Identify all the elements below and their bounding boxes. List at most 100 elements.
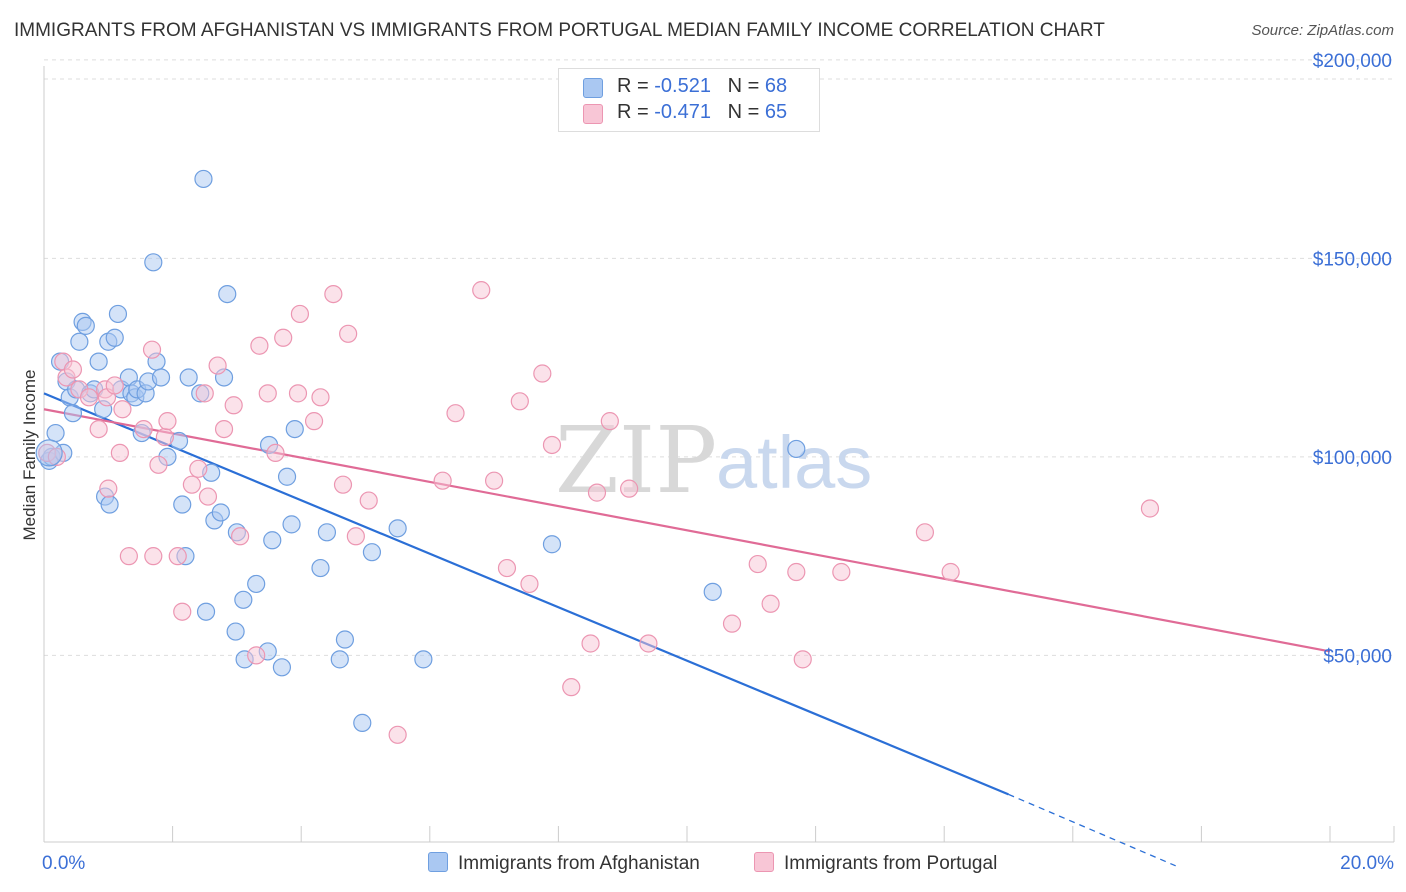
data-point <box>89 419 108 439</box>
data-point <box>414 650 433 669</box>
watermark-zip: ZIP <box>555 407 717 514</box>
chart-source: Source: ZipAtlas.com <box>1251 22 1394 39</box>
axis-labels: $50,000 $100,000 $150,000 $200,000 0.0% 20.0%… <box>20 51 1394 874</box>
data-point <box>285 419 304 439</box>
data-point <box>198 487 218 506</box>
data-point <box>497 558 517 578</box>
afghanistan-legend-swatch <box>428 852 448 872</box>
data-point <box>274 328 293 347</box>
data-point <box>472 281 491 300</box>
trend-line-afghanistan-extension <box>1008 793 1176 867</box>
legend-label-afghanistan: Immigrants from Afghanistan <box>458 853 700 874</box>
r-value: -0.471 <box>654 101 711 123</box>
data-point <box>587 483 607 502</box>
y-tick-label: $150,000 <box>1313 249 1392 270</box>
y-tick-label: $200,000 <box>1313 51 1392 72</box>
data-point <box>311 388 330 407</box>
data-point <box>247 574 266 594</box>
data-point <box>89 352 108 371</box>
data-point <box>113 400 132 419</box>
data-point <box>155 427 174 447</box>
n-label: N = <box>727 75 765 97</box>
data-point <box>196 602 216 621</box>
data-point <box>581 634 600 653</box>
data-point <box>63 404 83 423</box>
data-point <box>510 392 529 411</box>
data-point <box>915 523 935 542</box>
data-point <box>533 364 552 383</box>
data-point <box>304 412 324 431</box>
data-point <box>189 459 208 478</box>
data-point <box>99 479 118 498</box>
data-point <box>224 396 243 415</box>
series-portugal <box>38 281 1160 744</box>
data-point <box>330 650 349 669</box>
data-point <box>142 340 162 359</box>
data-point <box>105 328 124 347</box>
data-point <box>226 622 245 641</box>
data-point <box>105 376 124 395</box>
data-point <box>263 531 282 550</box>
data-point <box>272 658 292 677</box>
data-point <box>168 547 187 566</box>
data-point <box>218 284 237 304</box>
data-point <box>761 594 780 613</box>
data-point-cluster <box>35 439 63 467</box>
y-axis-title: Median Family Income <box>20 369 39 540</box>
data-point <box>70 332 89 351</box>
data-point <box>542 535 562 554</box>
data-point <box>620 479 639 498</box>
stats-legend: R = -0.521 N = 68 R = -0.471 N = 65 <box>558 68 820 132</box>
watermark-atlas: atlas <box>716 421 872 504</box>
data-point <box>288 384 308 403</box>
data-point <box>110 443 129 463</box>
data-point <box>388 725 407 744</box>
data-point <box>433 471 452 490</box>
data-point <box>195 384 214 403</box>
data-point <box>46 423 65 443</box>
data-point <box>335 630 355 649</box>
data-point <box>211 503 230 522</box>
legend-item-portugal: Immigrants from Portugal <box>754 852 997 875</box>
data-point <box>520 574 539 594</box>
portugal-swatch <box>583 104 603 124</box>
x-tick-label-max: 20.0% <box>1340 853 1394 874</box>
data-point <box>182 475 201 494</box>
data-point <box>119 547 138 566</box>
data-point <box>353 713 372 732</box>
data-point <box>144 253 163 272</box>
data-point <box>388 519 407 538</box>
data-point <box>258 384 277 403</box>
data-point <box>703 582 722 601</box>
data-point <box>359 491 378 510</box>
data-point <box>134 419 153 439</box>
y-tick-label: $100,000 <box>1313 448 1392 469</box>
data-point <box>600 412 619 431</box>
data-point <box>158 412 177 431</box>
data-point <box>266 443 285 463</box>
data-point <box>317 523 337 542</box>
data-point <box>277 467 297 486</box>
data-point <box>63 360 83 379</box>
legend-item-afghanistan: Immigrants from Afghanistan <box>428 852 700 875</box>
data-point <box>173 602 192 621</box>
trend-line-portugal <box>43 408 1331 653</box>
data-point <box>562 678 581 697</box>
data-point <box>1140 499 1160 518</box>
r-label: R = <box>617 75 655 97</box>
data-point <box>149 455 168 474</box>
watermark: ZIP atlas <box>555 407 872 514</box>
trend-line-afghanistan <box>43 392 1009 796</box>
data-point <box>208 356 227 375</box>
data-point <box>231 527 250 546</box>
data-point <box>339 324 358 343</box>
data-point <box>542 435 562 455</box>
data-point <box>832 562 851 582</box>
data-point <box>250 336 269 355</box>
data-point <box>787 562 806 582</box>
data-point <box>793 650 812 669</box>
y-tick-label: $50,000 <box>1323 646 1392 667</box>
n-value: 68 <box>764 75 788 97</box>
trend-lines <box>43 392 1331 867</box>
